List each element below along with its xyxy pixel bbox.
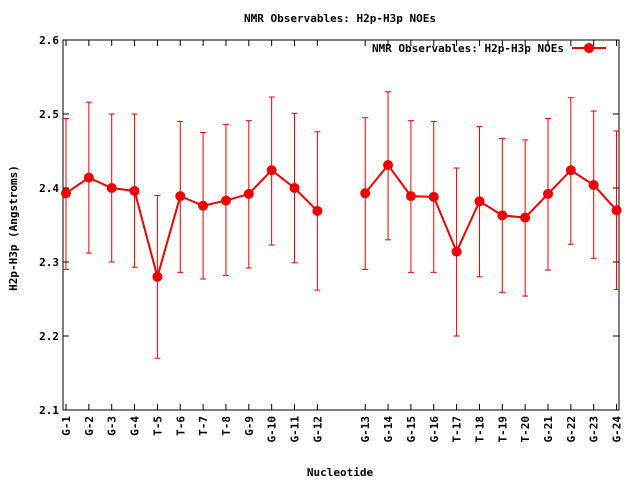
x-tick-label: G-9	[243, 416, 256, 436]
x-tick-label: T-5	[151, 416, 164, 436]
data-point	[243, 188, 254, 199]
x-tick-label: T-17	[451, 416, 464, 443]
x-tick-label: T-7	[197, 416, 210, 436]
x-tick-label: G-10	[266, 416, 279, 443]
x-tick-label: G-2	[83, 416, 96, 436]
errorbar-layer	[63, 91, 620, 359]
x-tick-label: T-19	[496, 416, 509, 443]
y-axis-label: H2p-H3p (Angstroms)	[7, 165, 20, 291]
x-tick-label: G-21	[542, 416, 555, 443]
data-point	[497, 210, 508, 221]
y-tick-label: 2.5	[39, 108, 59, 121]
x-tick-label: G-4	[129, 416, 142, 436]
data-point	[611, 205, 622, 216]
x-axis-label: Nucleotide	[307, 466, 374, 479]
y-tick-label: 2.3	[39, 256, 59, 269]
y-tick-label: 2.4	[39, 182, 59, 195]
x-tick-label: G-13	[359, 416, 372, 443]
x-tick-label: G-23	[588, 416, 601, 443]
y-tick-label: 2.2	[39, 330, 59, 343]
data-point	[543, 188, 553, 199]
data-point	[474, 196, 485, 207]
x-tick-label: G-3	[106, 416, 119, 436]
x-tick-label: G-14	[382, 416, 395, 443]
legend-label: NMR Observables: H2p-H3p NOEs	[372, 42, 564, 55]
data-point	[383, 160, 394, 171]
data-point	[588, 180, 599, 191]
x-tick-label: T-18	[473, 416, 486, 443]
data-point	[428, 191, 439, 202]
x-tick-label: T-8	[220, 416, 233, 436]
data-point	[565, 165, 576, 176]
x-tick-label: G-24	[611, 416, 624, 443]
data-point	[198, 200, 209, 211]
data-point	[152, 271, 163, 282]
data-point	[220, 195, 231, 206]
data-point	[106, 183, 117, 193]
data-point	[360, 188, 371, 199]
ticks-layer	[63, 39, 619, 411]
chart-title: NMR Observables: H2p-H3p NOEs	[244, 12, 436, 25]
data-point	[175, 191, 186, 202]
data-point	[61, 188, 71, 199]
x-tick-label: G-12	[311, 416, 324, 443]
plot-frame	[62, 39, 620, 411]
data-point	[520, 212, 531, 223]
x-tick-label: G-22	[565, 416, 578, 443]
data-point	[451, 246, 462, 257]
series-line	[65, 168, 319, 281]
y-tick-label: 2.6	[39, 34, 59, 47]
x-tick-label: G-15	[405, 416, 418, 443]
data-point	[129, 185, 140, 196]
point-layer	[61, 160, 622, 282]
data-point	[266, 165, 277, 176]
x-tick-label: G-16	[428, 416, 441, 443]
x-tick-label: G-1	[60, 416, 73, 436]
data-point	[405, 191, 416, 202]
data-point	[312, 205, 323, 216]
data-point	[289, 183, 300, 193]
legend: NMR Observables: H2p-H3p NOEs	[372, 42, 606, 55]
y-tick-label: 2.1	[39, 404, 59, 417]
x-tick-label: T-6	[174, 416, 187, 436]
line-layer	[65, 163, 618, 281]
x-tick-label: G-11	[289, 416, 302, 443]
legend-marker	[584, 43, 594, 53]
x-tick-label: T-20	[519, 416, 532, 443]
label-layer: 2.1 2.2 2.3 2.4 2.5 2.6 G-1 G-2 G-3 G-4 T-5 T-6 T-7 T…	[39, 34, 623, 443]
series-line	[364, 163, 618, 255]
data-point	[83, 172, 94, 183]
